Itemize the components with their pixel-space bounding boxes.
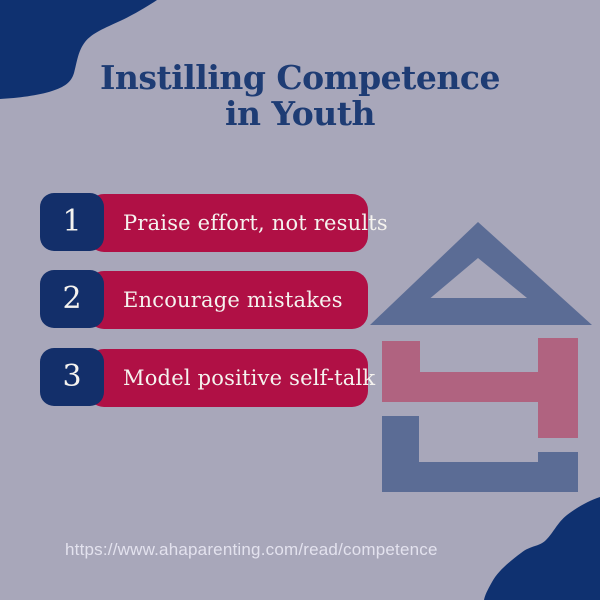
item-2-number: 2: [62, 281, 82, 316]
list-item-3: Model positive self-talk 3: [0, 348, 600, 407]
item-1-number: 1: [62, 204, 82, 239]
page-title-line2: in Youth: [225, 94, 375, 133]
item-3-number-badge: 3: [40, 348, 104, 406]
item-1-label: Praise effort, not results: [123, 211, 388, 235]
logo-base-shape: [382, 416, 578, 492]
item-2-pill: Encourage mistakes: [88, 271, 368, 329]
logo-h-shape: [382, 338, 578, 438]
page-title-line1: Instilling Competence: [99, 58, 501, 97]
list-item-2: Encourage mistakes 2: [0, 270, 600, 329]
logo-roof-shape: [370, 222, 592, 325]
list-item-1: Praise effort, not results 1: [0, 193, 600, 252]
item-3-pill: Model positive self-talk: [88, 349, 375, 407]
source-url: https://www.ahaparenting.com/read/compet…: [65, 540, 438, 559]
page-title: Instilling Competence in Youth: [0, 60, 600, 132]
item-1-pill: Praise effort, not results: [88, 194, 388, 252]
aha-parenting-house-logo-icon: [370, 222, 592, 492]
item-3-label: Model positive self-talk: [123, 366, 376, 390]
item-3-number: 3: [62, 359, 82, 394]
bottom-right-blob: [484, 497, 600, 600]
item-2-number-badge: 2: [40, 270, 104, 328]
item-2-label: Encourage mistakes: [123, 288, 343, 312]
item-1-number-badge: 1: [40, 193, 104, 251]
top-left-blob: [0, 0, 157, 99]
